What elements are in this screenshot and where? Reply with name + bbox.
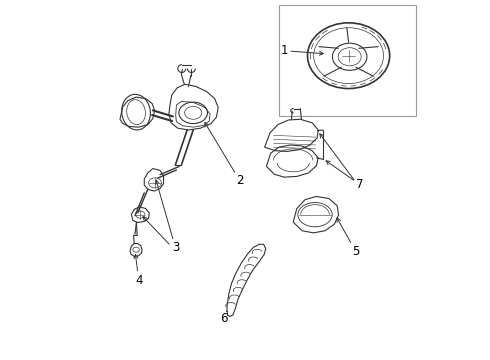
Text: 5: 5	[337, 218, 360, 258]
Text: 1: 1	[281, 44, 323, 57]
Text: 6: 6	[220, 311, 227, 325]
Text: 2: 2	[205, 123, 244, 187]
Text: 7: 7	[326, 161, 363, 191]
Text: 3: 3	[155, 180, 179, 255]
Bar	[279, 5, 416, 116]
Text: 4: 4	[134, 255, 143, 287]
